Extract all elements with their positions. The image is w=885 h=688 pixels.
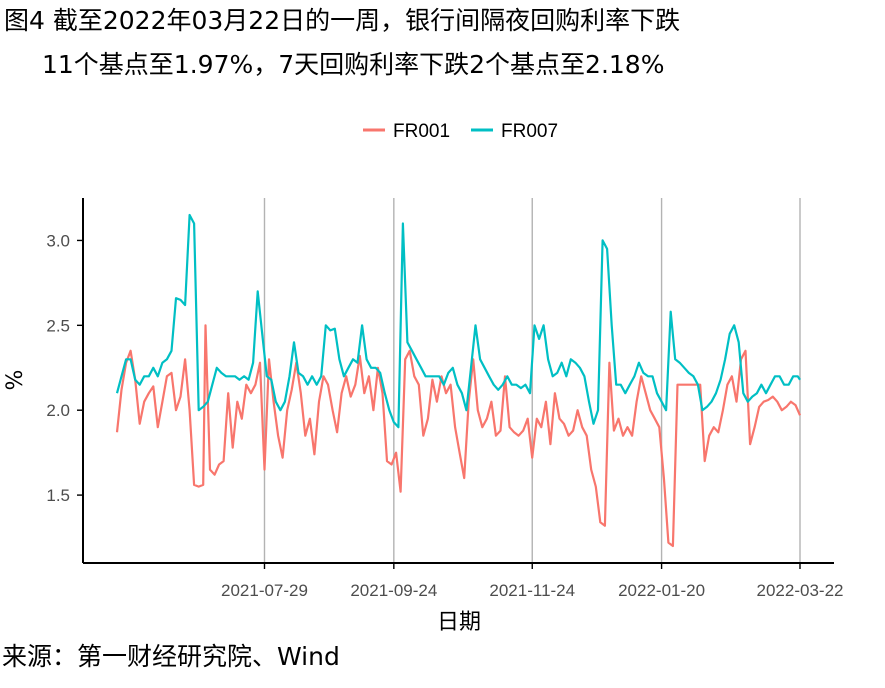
x-ticks: 2021-07-29 2021-09-24 2021-11-24 2022-01-20… xyxy=(221,563,843,600)
legend: FR001 FR007 xyxy=(363,121,558,142)
x-tick-label: 2021-11-24 xyxy=(489,581,575,600)
gridlines xyxy=(263,198,801,563)
y-ticks: 1.5 2.0 2.5 3.0 xyxy=(46,231,83,505)
x-tick-label: 2021-09-24 xyxy=(350,581,437,600)
y-tick-label: 2.0 xyxy=(46,401,70,420)
legend-label-fr001: FR001 xyxy=(393,121,450,142)
x-tick-label: 2021-07-29 xyxy=(221,581,308,600)
x-tick-label: 2022-01-20 xyxy=(618,581,705,600)
series-line-fr007 xyxy=(115,213,801,429)
y-axis-title: % xyxy=(3,370,28,391)
series-line-fr001 xyxy=(115,324,802,548)
x-axis-title: 日期 xyxy=(437,610,481,635)
series-lines xyxy=(115,213,802,548)
chart-title-line1: 图4 截至2022年03月22日的一周，银行间隔夜回购利率下跌 xyxy=(4,6,681,35)
chart-title-line2: 11个基点至1.97%，7天回购利率下跌2个基点至2.18% xyxy=(42,50,665,79)
y-tick-label: 1.5 xyxy=(46,486,70,505)
y-tick-label: 3.0 xyxy=(46,231,70,250)
x-tick-label: 2022-03-22 xyxy=(757,581,844,600)
source-note: 来源：第一财经研究院、Wind xyxy=(2,642,340,671)
y-tick-label: 2.5 xyxy=(46,316,70,335)
legend-label-fr007: FR007 xyxy=(501,121,558,142)
